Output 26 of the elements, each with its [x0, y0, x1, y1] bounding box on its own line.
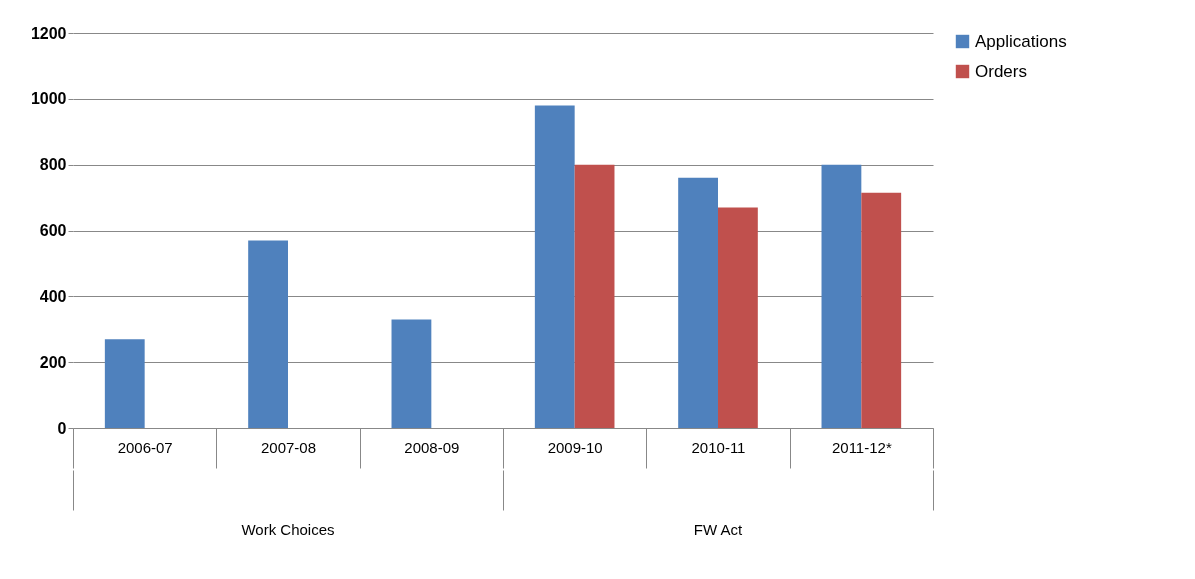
x-tick-label: 2010-11 [691, 438, 746, 456]
y-tick-label: 800 [39, 156, 67, 174]
bar [678, 177, 718, 428]
y-tick-label: 1200 [30, 24, 67, 42]
text: FW Act [693, 521, 743, 538]
x-tick-label: 2008-09 [404, 438, 460, 456]
x-tick-label: 2006-07 [117, 438, 173, 456]
x-tick-label: 2007-08 [260, 438, 317, 456]
bar [104, 339, 145, 428]
y-tick-label: 600 [39, 222, 67, 239]
bar [391, 319, 432, 428]
bar [574, 164, 615, 428]
bar [861, 192, 902, 428]
y-tick-label: 0 [57, 419, 67, 437]
legend-label: Applications [975, 31, 1067, 51]
bar [248, 240, 288, 428]
bar [821, 164, 862, 428]
x-tick-label: 2011-12* [831, 438, 892, 456]
bar [718, 207, 758, 428]
bar [534, 105, 575, 428]
text: Work Choices [241, 521, 335, 538]
y-tick-label: 1000 [30, 90, 67, 108]
legend-label: Orders [975, 61, 1027, 81]
y-tick-label: 400 [39, 287, 67, 305]
y-tick-label: 200 [39, 353, 67, 371]
x-tick-label: 2009-10 [547, 438, 603, 456]
